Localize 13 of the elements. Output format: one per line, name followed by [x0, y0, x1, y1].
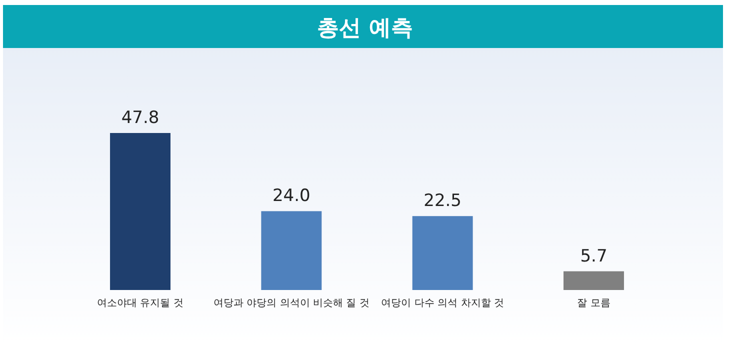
bar [412, 216, 473, 290]
x-tick-label: 여당이 다수 의석 차지할 것 [381, 298, 504, 309]
chart-title: 총선 예측 [317, 16, 413, 41]
data-label: 47.8 [121, 108, 160, 128]
data-label: 22.5 [424, 191, 462, 212]
data-label: 5.7 [580, 246, 608, 266]
x-tick-label: 여소야대 유지될 것 [97, 298, 184, 309]
bar [564, 271, 624, 290]
bar [261, 211, 322, 290]
data-label: 24.0 [272, 186, 310, 206]
bar [110, 133, 170, 290]
x-tick-label: 여당과 야당의 의석이 비슷해 질 것 [213, 298, 370, 309]
x-tick-label: 잘 모름 [577, 298, 610, 309]
